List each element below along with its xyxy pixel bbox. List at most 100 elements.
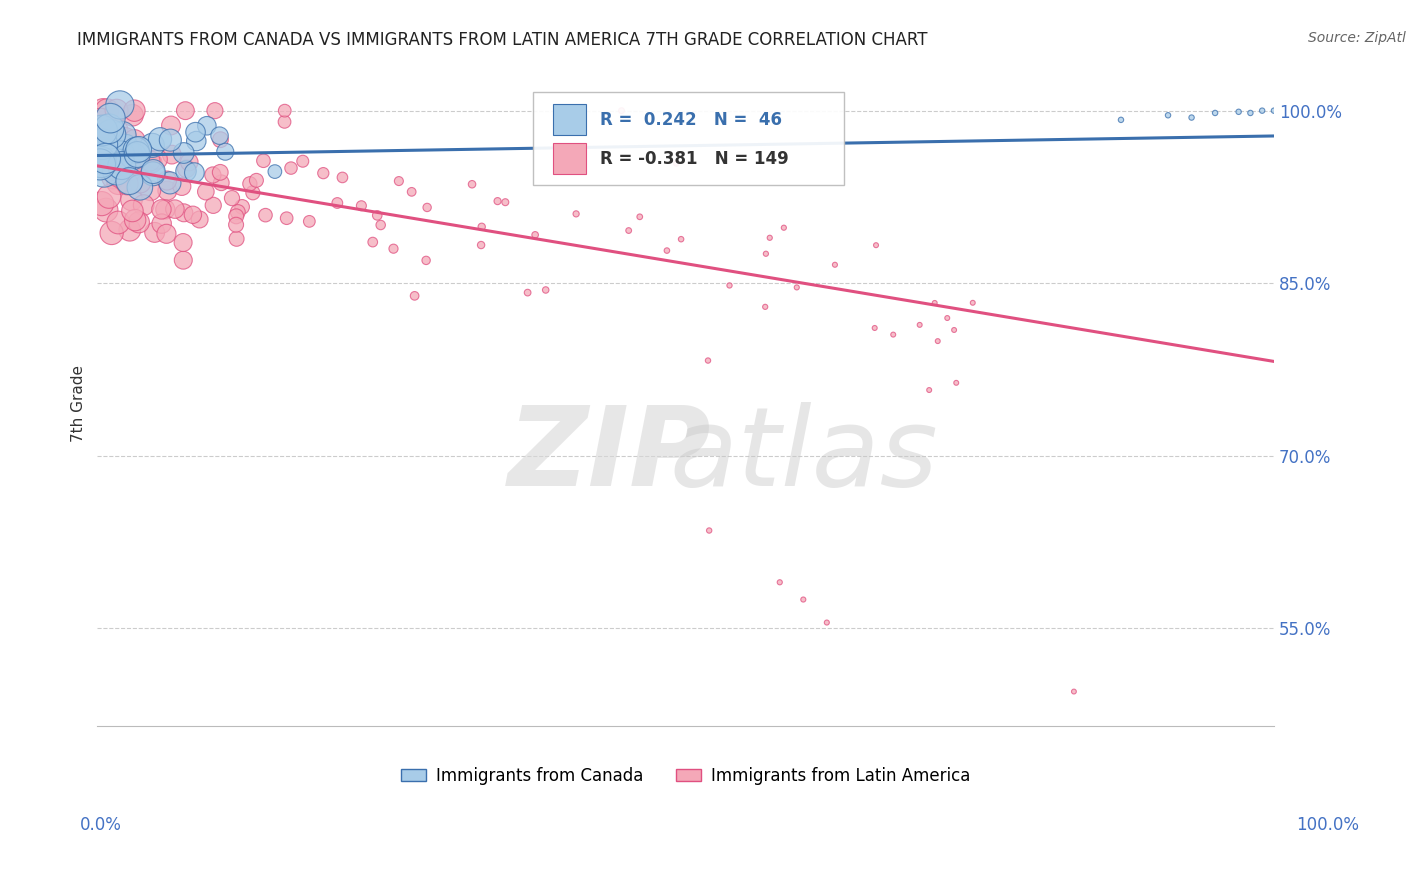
- Point: [118, 174, 141, 188]
- Point: [209, 165, 232, 179]
- Point: [111, 128, 134, 143]
- Text: ZIP: ZIP: [508, 402, 711, 509]
- Text: Source: ZipAtlas.com: Source: ZipAtlas.com: [1308, 31, 1406, 45]
- Text: atlas: atlas: [669, 402, 938, 509]
- Point: [697, 353, 720, 368]
- Point: [252, 153, 274, 168]
- Point: [773, 220, 796, 235]
- Point: [918, 383, 941, 397]
- Point: [221, 191, 243, 205]
- Point: [108, 142, 131, 156]
- Point: [98, 128, 121, 142]
- FancyBboxPatch shape: [533, 92, 845, 185]
- Point: [121, 162, 143, 177]
- Point: [908, 318, 931, 332]
- Point: [865, 238, 887, 252]
- Point: [97, 128, 120, 142]
- Point: [124, 103, 146, 118]
- Point: [103, 170, 125, 185]
- Point: [1227, 104, 1250, 119]
- Point: [516, 285, 538, 300]
- Point: [208, 128, 231, 143]
- Point: [111, 159, 134, 173]
- Point: [89, 148, 111, 162]
- Point: [239, 177, 262, 191]
- Point: [127, 147, 149, 161]
- Point: [1239, 106, 1261, 120]
- Y-axis label: 7th Grade: 7th Grade: [72, 366, 86, 442]
- Point: [128, 154, 150, 169]
- Point: [139, 153, 162, 168]
- Point: [122, 149, 145, 163]
- Point: [769, 575, 792, 590]
- Point: [416, 201, 439, 215]
- Point: [366, 208, 388, 222]
- Point: [118, 164, 141, 178]
- Point: [610, 103, 633, 118]
- Point: [159, 133, 181, 147]
- Point: [93, 150, 115, 164]
- Point: [142, 164, 165, 178]
- Point: [90, 155, 112, 169]
- Point: [141, 138, 163, 153]
- Point: [156, 173, 179, 187]
- Point: [274, 103, 297, 118]
- Point: [150, 202, 173, 217]
- Point: [181, 208, 204, 222]
- Point: [184, 125, 207, 139]
- Bar: [553, 104, 586, 136]
- Point: [388, 174, 411, 188]
- Legend: Immigrants from Canada, Immigrants from Latin America: Immigrants from Canada, Immigrants from …: [394, 761, 977, 792]
- Point: [754, 300, 776, 314]
- Point: [160, 119, 183, 133]
- Point: [103, 147, 125, 161]
- Point: [824, 258, 846, 272]
- Point: [89, 157, 111, 171]
- Point: [91, 123, 114, 137]
- Point: [1157, 108, 1180, 122]
- Point: [382, 242, 405, 256]
- Point: [350, 199, 373, 213]
- Point: [1109, 112, 1132, 127]
- Point: [90, 144, 112, 158]
- Point: [697, 524, 720, 538]
- Point: [93, 150, 115, 164]
- Point: [470, 238, 492, 252]
- Point: [97, 189, 120, 203]
- Point: [486, 194, 509, 208]
- Point: [94, 203, 117, 218]
- Point: [188, 212, 211, 227]
- Point: [100, 226, 122, 240]
- Point: [263, 164, 285, 178]
- Point: [1180, 111, 1202, 125]
- Point: [276, 211, 298, 226]
- Point: [143, 226, 166, 240]
- Point: [617, 223, 640, 237]
- Point: [128, 180, 150, 194]
- Point: [170, 179, 193, 194]
- Point: [231, 200, 253, 214]
- Point: [118, 223, 141, 237]
- Point: [149, 132, 172, 146]
- Point: [225, 218, 247, 232]
- Point: [117, 154, 139, 169]
- Point: [114, 132, 136, 146]
- Point: [104, 154, 127, 169]
- Point: [943, 323, 966, 337]
- Point: [1204, 106, 1226, 120]
- Point: [107, 215, 129, 229]
- Point: [96, 103, 118, 118]
- Point: [107, 176, 129, 190]
- Point: [155, 227, 177, 241]
- Point: [201, 168, 224, 182]
- Point: [131, 162, 153, 177]
- Text: R =  0.242   N =  46: R = 0.242 N = 46: [600, 111, 782, 129]
- Point: [105, 163, 128, 178]
- Point: [100, 128, 122, 142]
- Point: [758, 231, 780, 245]
- Point: [121, 203, 143, 218]
- Point: [786, 280, 808, 294]
- Point: [962, 295, 984, 310]
- Point: [94, 152, 117, 166]
- Point: [139, 184, 162, 198]
